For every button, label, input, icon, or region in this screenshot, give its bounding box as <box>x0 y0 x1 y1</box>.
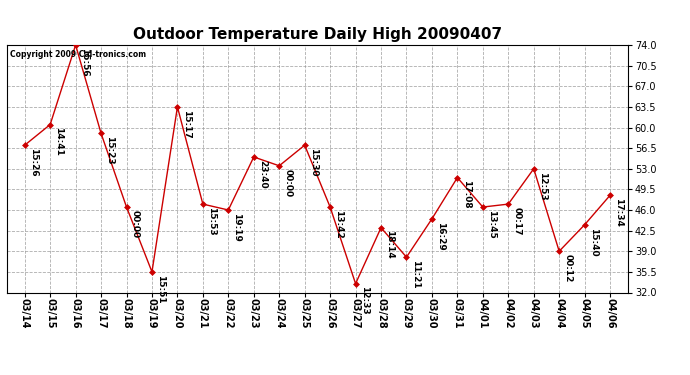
Text: 16:29: 16:29 <box>436 222 445 251</box>
Text: 17:08: 17:08 <box>462 180 471 209</box>
Text: 14:41: 14:41 <box>55 128 63 156</box>
Text: 00:00: 00:00 <box>284 169 293 197</box>
Text: 11:21: 11:21 <box>411 260 420 288</box>
Text: 12:33: 12:33 <box>359 286 368 315</box>
Text: 15:53: 15:53 <box>207 207 216 236</box>
Text: 00:00: 00:00 <box>130 210 139 238</box>
Text: 15:23: 15:23 <box>106 136 115 165</box>
Text: 13:45: 13:45 <box>487 210 496 238</box>
Text: 15:17: 15:17 <box>181 110 190 138</box>
Text: 15:56: 15:56 <box>80 48 89 76</box>
Text: 15:40: 15:40 <box>589 228 598 256</box>
Text: 15:26: 15:26 <box>29 148 38 177</box>
Text: 19:19: 19:19 <box>233 213 241 242</box>
Text: 23:40: 23:40 <box>258 160 267 188</box>
Text: 00:12: 00:12 <box>563 254 572 282</box>
Text: 00:17: 00:17 <box>513 207 522 236</box>
Text: 15:51: 15:51 <box>156 274 165 303</box>
Text: 18:14: 18:14 <box>385 231 394 259</box>
Title: Outdoor Temperature Daily High 20090407: Outdoor Temperature Daily High 20090407 <box>133 27 502 42</box>
Text: 13:42: 13:42 <box>334 210 344 238</box>
Text: 12:53: 12:53 <box>538 171 547 200</box>
Text: 15:30: 15:30 <box>309 148 318 177</box>
Text: 17:34: 17:34 <box>614 198 623 227</box>
Text: Copyright 2009 Cal-tronics.com: Copyright 2009 Cal-tronics.com <box>10 50 146 59</box>
